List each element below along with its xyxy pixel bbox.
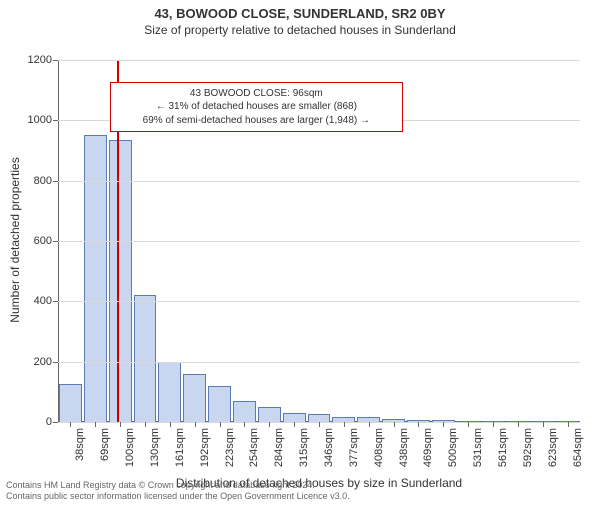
bar bbox=[283, 413, 306, 422]
bar bbox=[134, 295, 157, 422]
page-title: 43, BOWOOD CLOSE, SUNDERLAND, SR2 0BY bbox=[0, 6, 600, 21]
xtick-mark bbox=[220, 422, 221, 427]
xtick-mark bbox=[319, 422, 320, 427]
ytick-label: 200 bbox=[18, 356, 58, 368]
footer-line2: Contains public sector information licen… bbox=[6, 491, 350, 502]
gridline bbox=[58, 301, 580, 302]
xtick-label: 592sqm bbox=[522, 428, 534, 467]
xtick-label: 192sqm bbox=[199, 428, 211, 467]
xtick-mark bbox=[244, 422, 245, 427]
xtick-mark bbox=[344, 422, 345, 427]
xtick-mark bbox=[294, 422, 295, 427]
xtick-label: 623sqm bbox=[547, 428, 559, 467]
xtick-mark bbox=[70, 422, 71, 427]
ytick-label: 800 bbox=[18, 175, 58, 187]
xtick-mark bbox=[443, 422, 444, 427]
xtick-mark bbox=[518, 422, 519, 427]
xtick-mark bbox=[120, 422, 121, 427]
xtick-label: 469sqm bbox=[422, 428, 434, 467]
xtick-mark bbox=[543, 422, 544, 427]
ytick-label: 600 bbox=[18, 235, 58, 247]
annotation-line2: ← 31% of detached houses are smaller (86… bbox=[119, 100, 393, 114]
annotation-line1: 43 BOWOOD CLOSE: 96sqm bbox=[119, 87, 393, 101]
bar bbox=[233, 401, 256, 422]
gridline bbox=[58, 181, 580, 182]
xtick-label: 161sqm bbox=[174, 428, 186, 467]
xtick-label: 130sqm bbox=[149, 428, 161, 467]
xtick-label: 346sqm bbox=[323, 428, 335, 467]
xtick-label: 561sqm bbox=[497, 428, 509, 467]
ytick-label: 1200 bbox=[18, 54, 58, 66]
xtick-label: 438sqm bbox=[398, 428, 410, 467]
bar bbox=[84, 135, 107, 422]
xtick-label: 223sqm bbox=[224, 428, 236, 467]
bar bbox=[59, 384, 82, 422]
xtick-mark bbox=[468, 422, 469, 427]
bar bbox=[183, 374, 206, 422]
ytick-label: 1000 bbox=[18, 114, 58, 126]
footer: Contains HM Land Registry data © Crown c… bbox=[6, 480, 350, 503]
xtick-mark bbox=[493, 422, 494, 427]
xtick-mark bbox=[418, 422, 419, 427]
annotation-box: 43 BOWOOD CLOSE: 96sqm ← 31% of detached… bbox=[110, 82, 402, 133]
xtick-label: 531sqm bbox=[472, 428, 484, 467]
annotation-line3: 69% of semi-detached houses are larger (… bbox=[119, 114, 393, 128]
footer-line1: Contains HM Land Registry data © Crown c… bbox=[6, 480, 350, 491]
xtick-label: 284sqm bbox=[273, 428, 285, 467]
xtick-mark bbox=[145, 422, 146, 427]
xtick-label: 69sqm bbox=[99, 428, 111, 461]
gridline bbox=[58, 241, 580, 242]
xtick-mark bbox=[568, 422, 569, 427]
bar bbox=[109, 140, 132, 422]
gridline bbox=[58, 362, 580, 363]
xtick-mark bbox=[369, 422, 370, 427]
xtick-mark bbox=[95, 422, 96, 427]
chart-area: 02004006008001000120038sqm69sqm100sqm130… bbox=[58, 60, 580, 422]
xtick-label: 377sqm bbox=[348, 428, 360, 467]
xtick-mark bbox=[195, 422, 196, 427]
xtick-mark bbox=[170, 422, 171, 427]
xtick-label: 254sqm bbox=[248, 428, 260, 467]
xtick-label: 100sqm bbox=[124, 428, 136, 467]
ytick-label: 400 bbox=[18, 295, 58, 307]
gridline bbox=[58, 60, 580, 61]
ytick-label: 0 bbox=[18, 416, 58, 428]
bar bbox=[208, 386, 231, 422]
bar bbox=[258, 407, 281, 422]
bar bbox=[308, 414, 331, 422]
xtick-mark bbox=[394, 422, 395, 427]
xtick-label: 500sqm bbox=[447, 428, 459, 467]
xtick-label: 38sqm bbox=[74, 428, 86, 461]
xtick-label: 315sqm bbox=[298, 428, 310, 467]
xtick-mark bbox=[269, 422, 270, 427]
bar bbox=[158, 362, 181, 422]
y-axis-title: Number of detached properties bbox=[8, 59, 22, 421]
page-subtitle: Size of property relative to detached ho… bbox=[0, 23, 600, 37]
xtick-label: 654sqm bbox=[572, 428, 584, 467]
xtick-label: 408sqm bbox=[373, 428, 385, 467]
